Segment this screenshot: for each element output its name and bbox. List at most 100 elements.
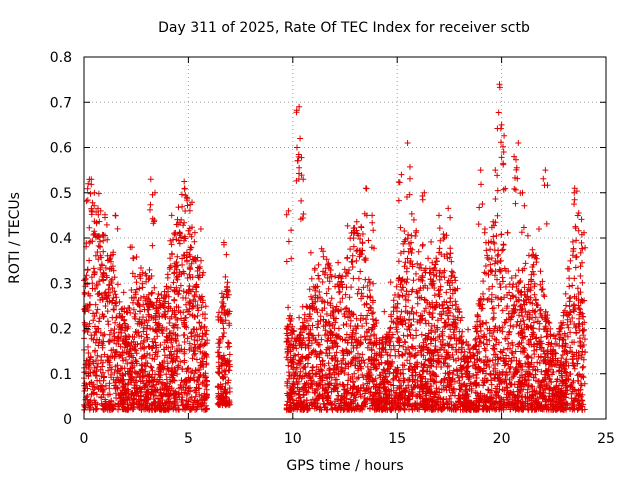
data-point (152, 400, 159, 407)
data-point (489, 316, 496, 323)
data-point (198, 336, 205, 343)
data-point (186, 340, 193, 347)
data-point (171, 296, 178, 303)
data-point (500, 242, 507, 248)
data-point (414, 300, 421, 307)
data-point (117, 352, 124, 359)
data-point (406, 360, 413, 367)
data-point (86, 224, 93, 231)
data-point (348, 284, 355, 291)
data-point (97, 329, 104, 336)
data-point (317, 313, 324, 320)
data-point (172, 321, 179, 328)
data-point (171, 366, 178, 373)
data-point (105, 286, 112, 293)
data-point (122, 340, 129, 347)
data-point (299, 303, 306, 310)
data-point (108, 347, 115, 354)
data-point (112, 379, 119, 386)
y-axis-label: ROTI / TECUs (7, 192, 23, 284)
data-point (109, 406, 116, 412)
data-point (159, 400, 166, 406)
data-point (186, 207, 193, 214)
data-point (120, 317, 127, 324)
data-point (108, 374, 115, 381)
data-point (105, 357, 112, 364)
data-point (102, 265, 109, 271)
data-point (349, 264, 356, 270)
data-point (148, 364, 155, 371)
data-point (201, 396, 208, 403)
data-point (191, 326, 198, 333)
data-point (178, 399, 185, 405)
data-point (194, 404, 201, 411)
data-point (99, 344, 106, 351)
data-point (192, 313, 198, 320)
data-point (100, 296, 106, 303)
data-point (186, 231, 193, 238)
data-point (428, 238, 435, 245)
data-point (445, 205, 452, 212)
data-point (194, 337, 201, 344)
data-point (161, 294, 168, 301)
data-point (174, 262, 181, 269)
data-point (203, 331, 210, 338)
data-point (132, 341, 139, 348)
data-point (340, 322, 347, 328)
data-point (156, 313, 163, 320)
data-point (415, 248, 422, 255)
data-point (91, 384, 98, 391)
data-point (226, 367, 233, 374)
data-point (562, 290, 569, 297)
data-point (137, 308, 143, 315)
data-point (100, 271, 106, 278)
data-point (569, 238, 576, 245)
data-point (125, 393, 132, 400)
data-point (110, 267, 117, 274)
data-point (192, 255, 199, 261)
data-point (576, 335, 583, 342)
data-point (186, 271, 193, 278)
data-point (203, 327, 210, 334)
data-point (490, 239, 497, 246)
data-point (453, 324, 460, 331)
data-point (220, 325, 227, 332)
data-point (91, 268, 98, 275)
data-point (283, 258, 290, 265)
data-point (167, 284, 174, 291)
data-point (130, 354, 137, 361)
data-point (102, 303, 109, 309)
data-point (148, 290, 155, 297)
data-point (441, 274, 448, 281)
data-point (193, 356, 200, 363)
data-point (134, 329, 141, 336)
data-point (578, 239, 585, 246)
data-point (104, 236, 111, 243)
data-point (573, 237, 580, 244)
data-point (103, 274, 110, 281)
data-point (184, 275, 191, 281)
data-point (381, 308, 388, 315)
data-point (571, 365, 578, 372)
data-point (296, 314, 303, 321)
data-point (184, 197, 190, 204)
data-point (387, 279, 394, 286)
data-point (402, 303, 409, 310)
data-point (95, 291, 102, 297)
data-point (445, 370, 452, 377)
data-point (94, 352, 101, 359)
data-point (98, 340, 105, 347)
data-point (130, 397, 137, 403)
data-point (181, 185, 188, 192)
data-point (131, 313, 138, 320)
data-point (485, 295, 492, 302)
data-point (195, 374, 202, 381)
data-point (186, 225, 193, 232)
data-point (85, 307, 92, 314)
data-point (452, 298, 459, 305)
data-point (363, 320, 370, 327)
data-point (355, 275, 362, 282)
data-point (459, 328, 466, 335)
data-point (112, 319, 119, 326)
data-point (157, 362, 164, 369)
